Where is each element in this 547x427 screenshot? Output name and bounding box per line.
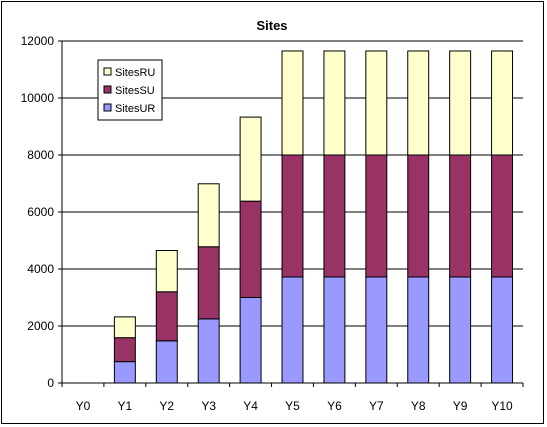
x-tick-label: Y2	[159, 399, 174, 413]
bar-SitesUR-Y5	[281, 276, 304, 384]
bar-SitesSU-Y4	[239, 200, 262, 298]
x-tick-label: Y10	[491, 399, 513, 413]
bar-SitesUR-Y7	[365, 276, 388, 384]
x-tick-label: Y1	[118, 399, 133, 413]
bar-SitesRU-Y1	[113, 316, 136, 339]
bar-SitesSU-Y6	[323, 154, 346, 278]
x-tick-label: Y3	[201, 399, 216, 413]
y-axis-ticks: 0 2000 4000 6000 8000 10000 12000	[21, 34, 62, 390]
bar-SitesRU-Y7	[365, 50, 388, 156]
bar-SitesUR-Y2	[155, 340, 178, 384]
bar-SitesSU-Y2	[155, 291, 178, 342]
legend-swatch-SitesSU	[103, 85, 112, 94]
bar-SitesUR-Y6	[323, 276, 346, 384]
y-tick-label: 0	[47, 376, 54, 390]
bars	[113, 50, 514, 384]
legend-swatch-SitesRU	[103, 67, 112, 76]
bar-SitesSU-Y9	[449, 154, 472, 278]
bar-SitesRU-Y2	[155, 249, 178, 293]
x-tick-label: Y7	[369, 399, 384, 413]
y-tick-label: 2000	[27, 319, 54, 333]
legend: SitesRU SitesSU SitesUR	[97, 59, 163, 121]
y-tick-label: 8000	[27, 148, 54, 162]
legend-label-SitesSU: SitesSU	[115, 85, 155, 97]
bar-SitesUR-Y9	[449, 276, 472, 384]
bar-SitesRU-Y6	[323, 50, 346, 156]
bar-SitesSU-Y10	[491, 154, 514, 278]
bar-SitesRU-Y9	[449, 50, 472, 156]
legend-swatch-SitesUR	[103, 103, 112, 112]
bar-SitesSU-Y3	[197, 246, 220, 320]
bar-SitesUR-Y10	[491, 276, 514, 384]
bar-SitesUR-Y1	[113, 361, 136, 384]
bar-SitesRU-Y5	[281, 50, 304, 156]
x-tick-label: Y9	[453, 399, 468, 413]
bar-SitesSU-Y7	[365, 154, 388, 278]
bar-SitesUR-Y3	[197, 318, 220, 384]
bar-SitesUR-Y4	[239, 297, 262, 384]
x-axis-ticks: Y0 Y1 Y2 Y3 Y4 Y5 Y6 Y7 Y8 Y9 Y10	[61, 383, 524, 413]
y-tick-label: 10000	[21, 91, 55, 105]
y-tick-label: 4000	[27, 262, 54, 276]
y-tick-label: 6000	[27, 205, 54, 219]
bar-SitesSU-Y8	[407, 154, 430, 278]
x-tick-label: Y5	[285, 399, 300, 413]
bar-SitesRU-Y3	[197, 183, 220, 248]
chart-title: Sites	[256, 18, 287, 33]
legend-label-SitesRU: SitesRU	[115, 67, 155, 79]
bar-SitesSU-Y5	[281, 154, 304, 278]
bar-SitesSU-Y1	[113, 337, 136, 363]
bar-SitesRU-Y4	[239, 116, 262, 202]
bar-SitesRU-Y10	[491, 50, 514, 156]
x-tick-label: Y0	[76, 399, 91, 413]
bar-SitesRU-Y8	[407, 50, 430, 156]
x-tick-label: Y4	[243, 399, 258, 413]
legend-label-SitesUR: SitesUR	[115, 103, 155, 115]
x-tick-label: Y8	[411, 399, 426, 413]
y-tick-label: 12000	[21, 34, 55, 48]
x-tick-label: Y6	[327, 399, 342, 413]
bar-SitesUR-Y8	[407, 276, 430, 384]
